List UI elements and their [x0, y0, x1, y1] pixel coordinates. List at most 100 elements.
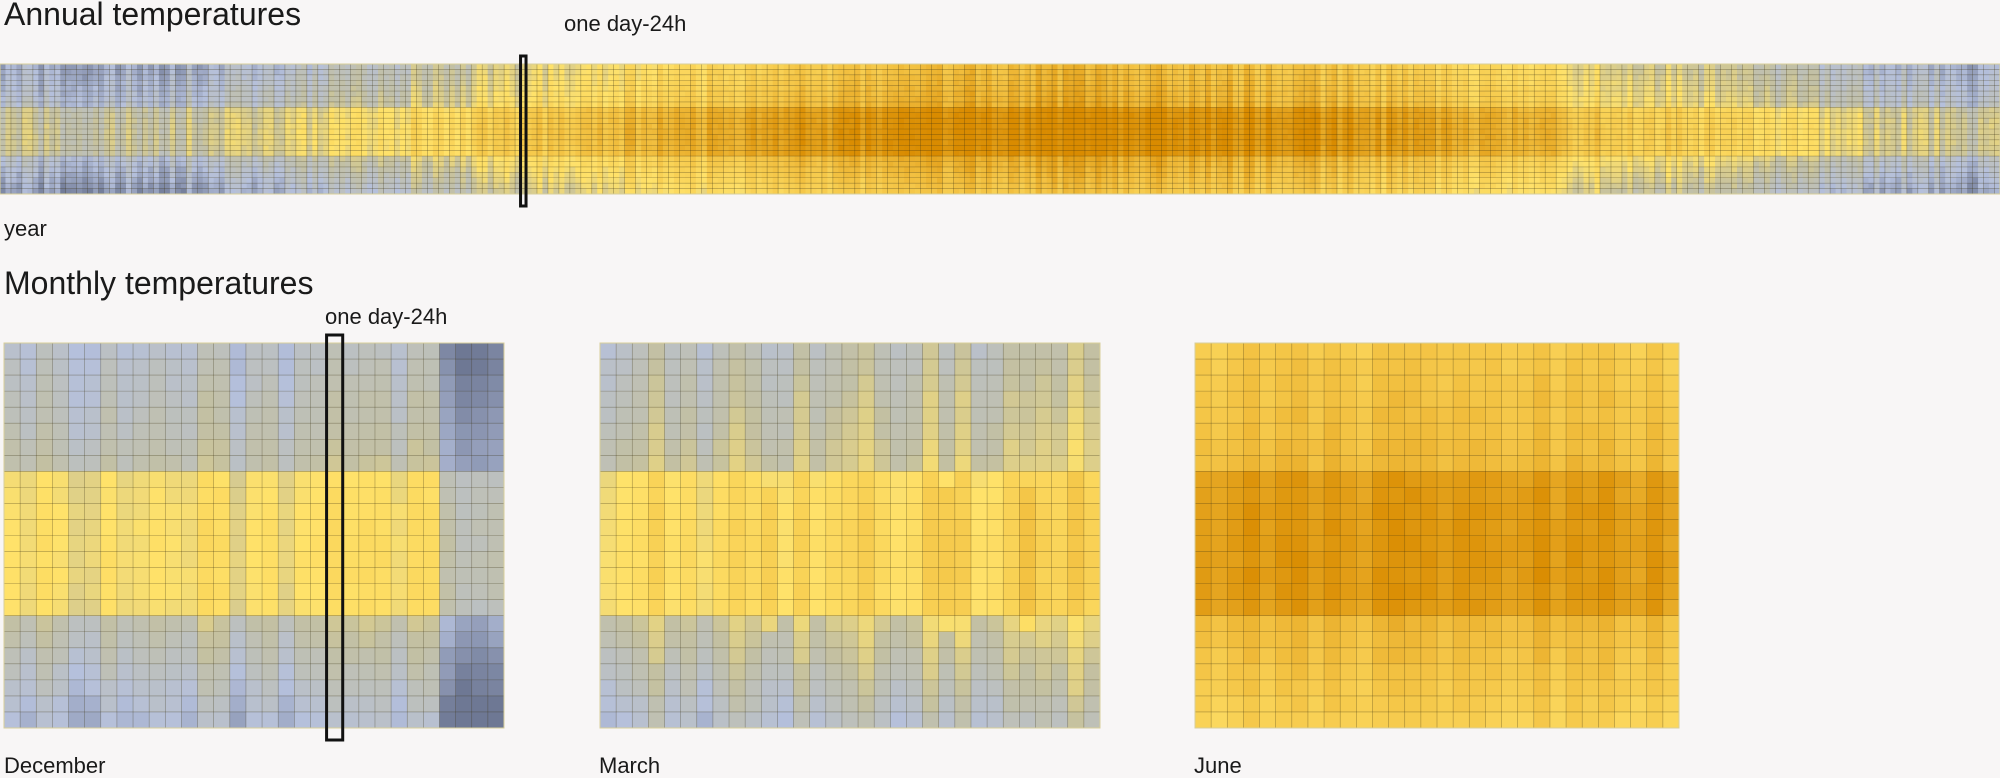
annual-cell — [997, 145, 1004, 152]
annual-cell — [564, 172, 571, 179]
annual-cell — [312, 112, 319, 119]
annual-cell — [602, 166, 609, 173]
annual-cell — [772, 64, 779, 70]
annual-cell — [339, 161, 346, 168]
annual-cell — [246, 101, 253, 108]
annual-cell — [136, 156, 143, 162]
annual-cell — [745, 85, 752, 92]
annual-cell — [246, 64, 253, 70]
annual-cell — [1095, 177, 1102, 184]
annual-cell — [38, 172, 45, 179]
annual-cell — [635, 183, 642, 189]
annual-cell — [383, 85, 390, 92]
annual-cell — [147, 145, 154, 152]
annual-cell — [394, 112, 401, 119]
annual-cell — [27, 74, 34, 81]
annual-cell — [789, 85, 795, 92]
annual-cell — [969, 101, 976, 108]
annual-cell — [838, 134, 845, 141]
annual-cell — [471, 101, 478, 108]
annual-cell — [454, 74, 461, 81]
annual-cell — [43, 145, 50, 152]
annual-cell — [345, 85, 352, 92]
annual-cell — [997, 69, 1004, 76]
annual-cell — [673, 123, 680, 130]
annual-cell — [186, 177, 193, 184]
annual-cell — [673, 74, 680, 81]
annual-cell — [794, 183, 801, 189]
annual-cell — [504, 80, 510, 87]
annual-cell — [613, 156, 620, 162]
annual-cell — [16, 177, 23, 184]
annual-cell — [893, 74, 899, 81]
annual-cell — [197, 101, 204, 108]
annual-cell — [947, 107, 954, 114]
annual-cell — [690, 69, 697, 76]
annual-cell — [493, 150, 499, 157]
annual-cell — [663, 107, 669, 114]
annual-cell — [76, 183, 83, 189]
annual-cell — [679, 172, 686, 179]
annual-cell — [49, 145, 56, 152]
annual-cell — [1019, 91, 1026, 97]
annual-cell — [832, 188, 839, 195]
annual-cell — [887, 69, 894, 76]
annual-cell — [635, 85, 642, 92]
annual-cell — [1035, 134, 1042, 141]
annual-cell — [87, 129, 94, 135]
annual-cell — [147, 101, 154, 108]
annual-cell — [427, 134, 434, 141]
annual-cell — [1095, 150, 1102, 157]
annual-cell — [904, 96, 910, 103]
annual-cell — [16, 183, 23, 189]
annual-cell — [854, 123, 861, 130]
annual-cell — [273, 129, 280, 135]
annual-cell — [663, 101, 669, 108]
annual-cell — [1024, 74, 1031, 81]
annual-cell — [1035, 145, 1042, 152]
annual-cell — [810, 112, 817, 119]
annual-cell — [679, 177, 686, 184]
annual-cell — [695, 74, 702, 81]
annual-cell — [1117, 112, 1124, 119]
annual-cell — [980, 129, 987, 135]
annual-cell — [1063, 74, 1069, 81]
annual-cell — [372, 188, 379, 195]
annual-cell — [115, 80, 121, 87]
annual-cell — [569, 80, 576, 87]
annual-cell — [997, 150, 1004, 157]
annual-cell — [926, 161, 932, 168]
annual-cell — [191, 139, 198, 146]
annual-cell — [284, 112, 291, 119]
annual-cell — [789, 134, 795, 141]
annual-cell — [1052, 101, 1058, 108]
annual-cell — [175, 96, 182, 103]
annual-cell — [98, 64, 105, 70]
annual-cell — [54, 139, 61, 146]
annual-cell — [547, 183, 554, 189]
annual-cell — [98, 91, 105, 97]
annual-cell — [169, 64, 176, 70]
annual-cell — [1079, 172, 1086, 179]
annual-cell — [975, 118, 982, 124]
annual-cell — [526, 80, 532, 87]
annual-cell — [800, 96, 806, 103]
annual-cell — [443, 107, 450, 114]
annual-cell — [723, 166, 730, 173]
annual-cell — [438, 64, 445, 70]
annual-cell — [887, 172, 894, 179]
annual-cell — [345, 107, 352, 114]
annual-cell — [334, 161, 341, 168]
annual-cell — [635, 177, 642, 184]
annual-cell — [5, 123, 12, 130]
annual-cell — [476, 80, 483, 87]
annual-cell — [432, 156, 439, 162]
annual-cell — [394, 166, 401, 173]
annual-cell — [953, 69, 960, 76]
annual-cell — [345, 80, 352, 87]
annual-cell — [871, 166, 878, 173]
annual-cell — [695, 101, 702, 108]
annual-cell — [871, 101, 878, 108]
annual-cell — [405, 64, 412, 70]
annual-cell — [394, 107, 401, 114]
